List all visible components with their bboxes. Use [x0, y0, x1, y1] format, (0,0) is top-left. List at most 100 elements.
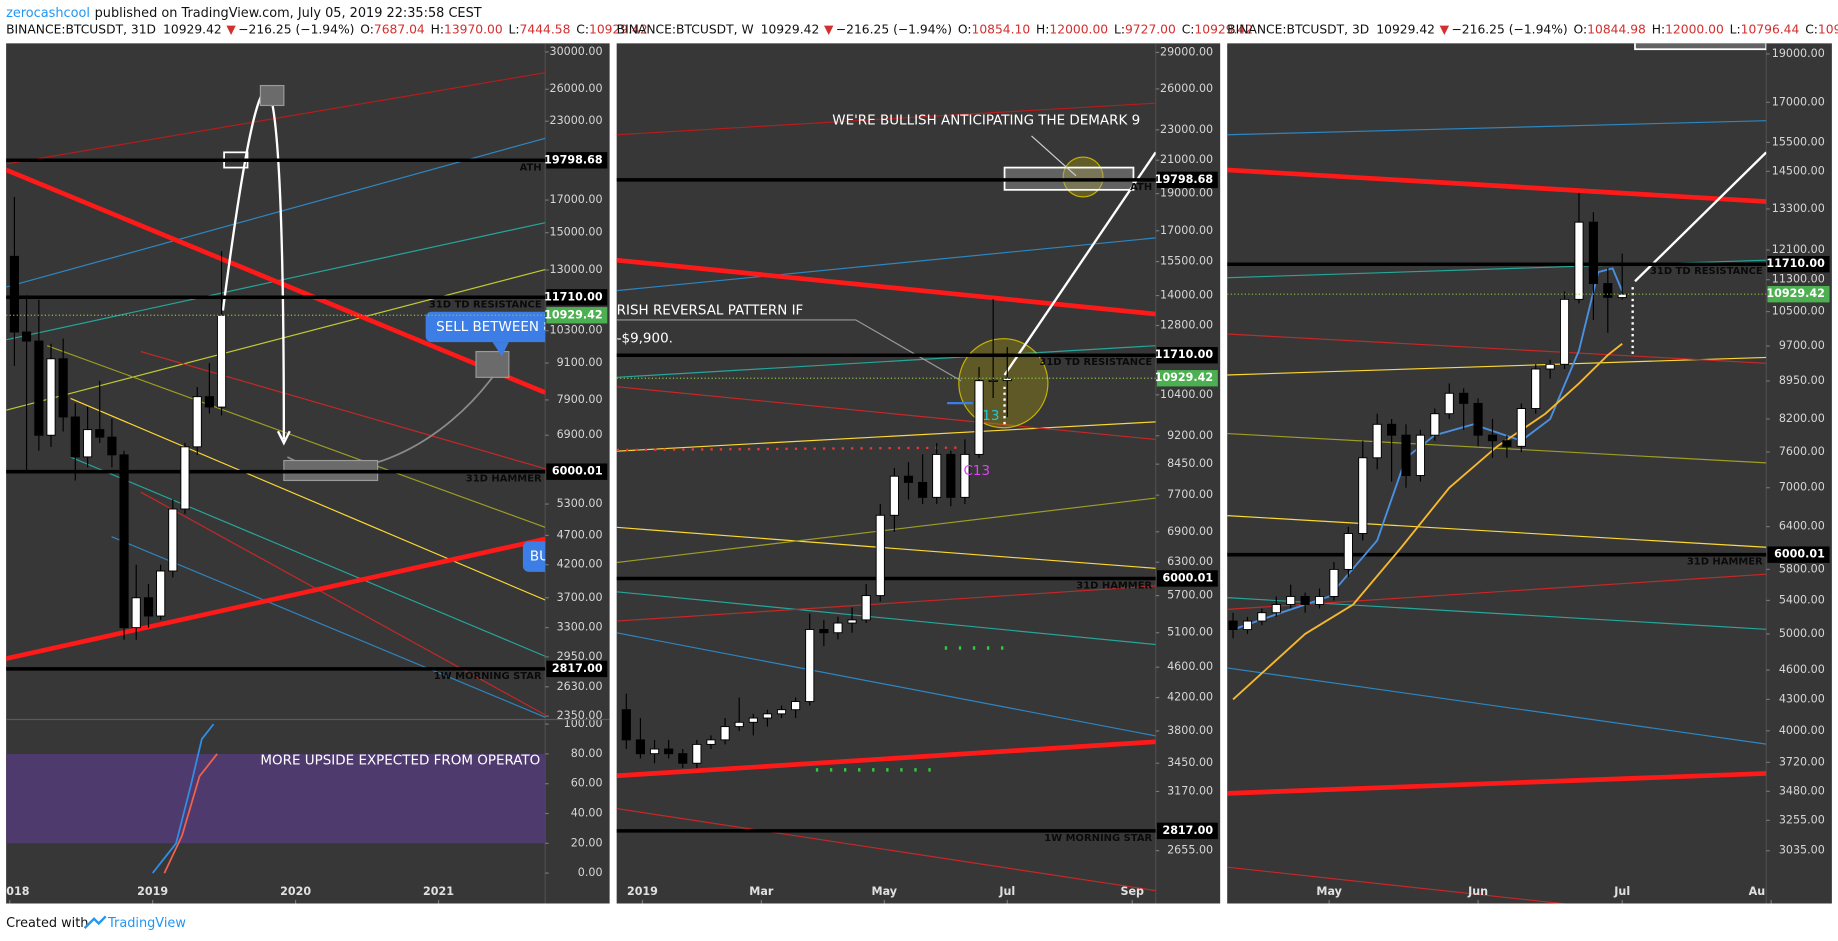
annotation: SELL BETWEEN 8900-9 — [436, 319, 591, 335]
level-name: 31D HAMMER — [466, 474, 542, 485]
candle-body — [21, 331, 32, 342]
candle-body — [95, 429, 105, 438]
candle-body — [692, 743, 702, 764]
level-price: 11710.00 — [1155, 348, 1214, 361]
y-tick-label: 6900.00 — [557, 428, 603, 441]
x-tick-label: 018 — [6, 885, 29, 898]
annotation: WE'RE BULLISH ANTICIPATING THE DEMARK 9 — [832, 113, 1140, 129]
candle-body — [1430, 413, 1440, 436]
moving-average — [1232, 267, 1624, 631]
candle-body — [204, 396, 214, 408]
candle-body — [70, 416, 80, 458]
ohlc-value: 13970.00 — [444, 22, 503, 36]
candle-body — [621, 709, 631, 741]
oscillator-line — [163, 753, 218, 874]
y-tick-label: 20.00 — [571, 836, 603, 849]
ohlc-label: C: — [576, 22, 589, 36]
last-price: 10929.42 — [1155, 371, 1213, 384]
candle-body — [83, 429, 93, 458]
y-tick-label: 80.00 — [571, 747, 603, 760]
y-tick-label: 5300.00 — [557, 497, 603, 510]
y-tick-label: 3300.00 — [557, 621, 603, 634]
candle-body — [819, 628, 829, 634]
y-tick-label: 5400.00 — [1779, 593, 1825, 606]
y-tick-label: 12100.00 — [1772, 243, 1825, 256]
y-tick-label: 17000.00 — [1772, 95, 1825, 108]
x-tick-label: 2021 — [423, 885, 454, 898]
y-tick-label: 9200.00 — [1167, 429, 1213, 442]
symbol: BINANCE:BTCUSDT, 3D — [1227, 22, 1369, 36]
candle-body — [776, 709, 787, 715]
candle-body — [932, 453, 942, 498]
candle-body — [180, 446, 190, 510]
candle-body — [9, 255, 19, 333]
candle-body — [1459, 392, 1469, 404]
candle-body — [1372, 423, 1382, 459]
candle-body — [143, 597, 154, 617]
price: 10929.42 — [1376, 22, 1435, 36]
candle-body — [946, 453, 956, 498]
y-tick-label: 4600.00 — [1779, 663, 1825, 676]
candle-body — [192, 396, 202, 448]
y-tick-label: 14500.00 — [1772, 164, 1825, 177]
candle-body — [664, 748, 674, 755]
y-tick-label: 11300.00 — [1772, 273, 1825, 286]
y-tick-label: 40.00 — [571, 807, 603, 820]
ohlc-label: H: — [1652, 22, 1665, 36]
candle-body — [1401, 434, 1411, 476]
brand[interactable]: TradingView — [107, 916, 186, 931]
level-name: 1W MORNING STAR — [434, 671, 542, 682]
annotation: 13 — [982, 408, 999, 424]
y-tick-label: 21000.00 — [1160, 153, 1213, 166]
y-tick-label: 3480.00 — [1779, 784, 1825, 797]
candle-body — [1387, 423, 1397, 436]
y-tick-label: 15500.00 — [1160, 255, 1213, 268]
y-tick-label: 2655.00 — [1167, 844, 1213, 857]
symbol: BINANCE:BTCUSDT, 31D — [6, 22, 156, 36]
ohlc-value: 10844.98 — [1587, 22, 1646, 36]
price: 10929.42 — [761, 22, 820, 36]
level-price-box — [1767, 256, 1830, 273]
y-tick-label: 4200.00 — [557, 558, 603, 571]
panel-header: BINANCE:BTCUSDT, 3D 10929.42 ▼ −216.25 (−1.… — [1227, 22, 1838, 36]
price-axis: 19000.00 17000.00 15500.00 14500.00 13300.00… — [1766, 47, 1830, 857]
y-tick-label: 3170.00 — [1167, 784, 1213, 797]
y-tick-label: 10400.00 — [1160, 388, 1213, 401]
candle-body — [216, 314, 227, 408]
last-price-box — [1767, 285, 1830, 303]
ohlc-value: 7444.58 — [520, 22, 571, 36]
y-tick-label: 3700.00 — [557, 591, 603, 604]
candle-body — [34, 340, 44, 436]
y-tick-label: 5000.00 — [1779, 627, 1825, 640]
candle-body — [1531, 368, 1541, 409]
y-tick-label: 3255.00 — [1779, 813, 1825, 826]
candle-body — [1257, 612, 1267, 622]
y-tick-label: 5800.00 — [1779, 562, 1825, 575]
candle-body — [1444, 392, 1454, 415]
level-name: ATH — [520, 162, 542, 173]
y-tick-label: 2630.00 — [557, 680, 603, 693]
footer-text: Created with — [6, 916, 88, 931]
level-price: 6000.01 — [1774, 548, 1825, 561]
y-tick-label: 19000.00 — [1160, 187, 1213, 200]
author[interactable]: zerocashcool — [6, 5, 90, 20]
candle-body — [1358, 457, 1368, 534]
candle-body — [974, 380, 984, 455]
y-tick-label: 0.00 — [578, 866, 603, 879]
ohlc-value: 10929.42 — [1194, 22, 1253, 36]
y-tick-label: 6900.00 — [1167, 525, 1213, 538]
level-price: 2817.00 — [552, 662, 603, 675]
panel-background — [616, 43, 1221, 904]
candle-body — [1502, 440, 1512, 447]
level-price-box — [1156, 822, 1218, 840]
y-tick-label: 7700.00 — [1167, 488, 1213, 501]
publish-line: zerocashcool published on TradingView.com… — [6, 5, 482, 20]
candle-body — [649, 748, 660, 755]
annotation: BU — [530, 549, 549, 565]
y-tick-label: 10500.00 — [1772, 305, 1825, 318]
ohlc-label: L: — [509, 22, 520, 36]
candle-body — [847, 619, 857, 624]
candle-body — [889, 475, 899, 516]
candle-body — [1545, 363, 1555, 370]
ohlc-label: C: — [1182, 22, 1195, 36]
